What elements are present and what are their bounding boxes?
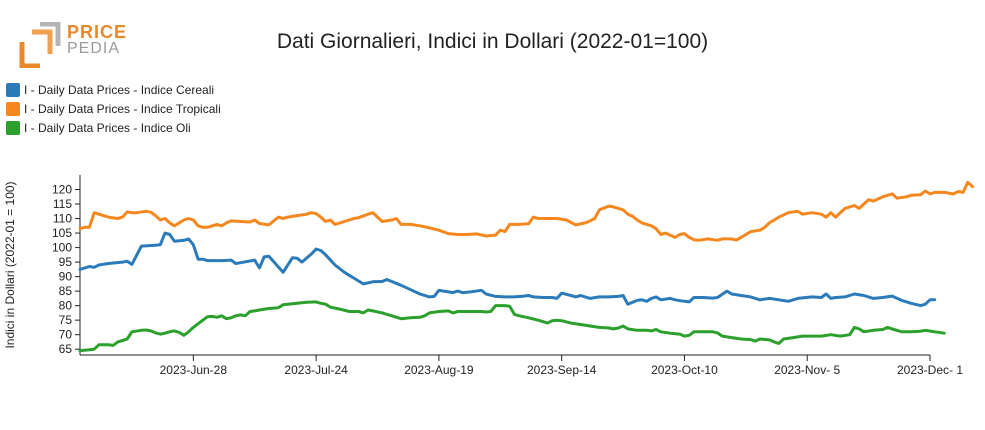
- y-tick-label: 80: [59, 299, 73, 313]
- y-tick-label: 110: [53, 212, 72, 226]
- legend-label-cereali: I - Daily Data Prices - Indice Cereali: [24, 82, 215, 97]
- x-tick-label: 2023-Sep-14: [527, 363, 597, 377]
- y-tick-label: 85: [59, 284, 73, 298]
- series-line-cereali: [78, 231, 937, 308]
- legend-label-oli: I - Daily Data Prices - Indice Oli: [24, 120, 191, 135]
- series-layer: [78, 180, 974, 353]
- y-tick-label: 75: [59, 313, 73, 327]
- y-tick-label: 65: [59, 342, 73, 356]
- series-line-oli: [78, 300, 946, 353]
- y-tick-label: 70: [59, 328, 73, 342]
- x-tick-label: 2023-Jun-28: [160, 363, 228, 377]
- legend-swatch-cereali: [6, 82, 20, 97]
- y-tick-label: 115: [53, 197, 72, 211]
- y-tick-label: 100: [52, 241, 72, 255]
- series-line-tropicali: [78, 180, 974, 242]
- x-tick-label: 2023-Aug-19: [404, 363, 474, 377]
- brand-logo: PRICE PEDIA: [18, 21, 128, 69]
- x-tick-label: 2023-Dec- 1: [897, 363, 963, 377]
- legend-swatch-oli: [6, 120, 20, 135]
- legend: I - Daily Data Prices - Indice Cereali I…: [6, 80, 221, 137]
- legend-item-tropicali[interactable]: I - Daily Data Prices - Indice Tropicali: [6, 99, 221, 118]
- legend-item-oli[interactable]: I - Daily Data Prices - Indice Oli: [6, 118, 221, 137]
- y-tick-label: 105: [52, 226, 72, 240]
- y-tick-label: 90: [59, 270, 73, 284]
- y-tick-label: 120: [52, 183, 72, 197]
- brand-name-bottom: PEDIA: [67, 40, 121, 57]
- brand-name-top: PRICE: [67, 22, 128, 42]
- x-tick-label: 2023-Oct-10: [651, 363, 718, 377]
- x-axis: 2023-Jun-28 2023-Jul-24 2023-Aug-19 2023-Se…: [80, 354, 963, 377]
- y-axis-label: Indici in Dollari (2022-01 = 100): [3, 181, 17, 348]
- chart-title: Dati Giornalieri, Indici in Dollari (202…: [276, 30, 709, 53]
- x-tick-label: 2023-Jul-24: [284, 363, 348, 377]
- legend-swatch-tropicali: [6, 101, 20, 116]
- logo-mark-icon: [19, 21, 61, 69]
- legend-item-cereali[interactable]: I - Daily Data Prices - Indice Cereali: [6, 80, 221, 99]
- x-tick-label: 2023-Nov- 5: [774, 363, 840, 377]
- y-tick-label: 95: [59, 255, 73, 269]
- legend-label-tropicali: I - Daily Data Prices - Indice Tropicali: [24, 101, 221, 116]
